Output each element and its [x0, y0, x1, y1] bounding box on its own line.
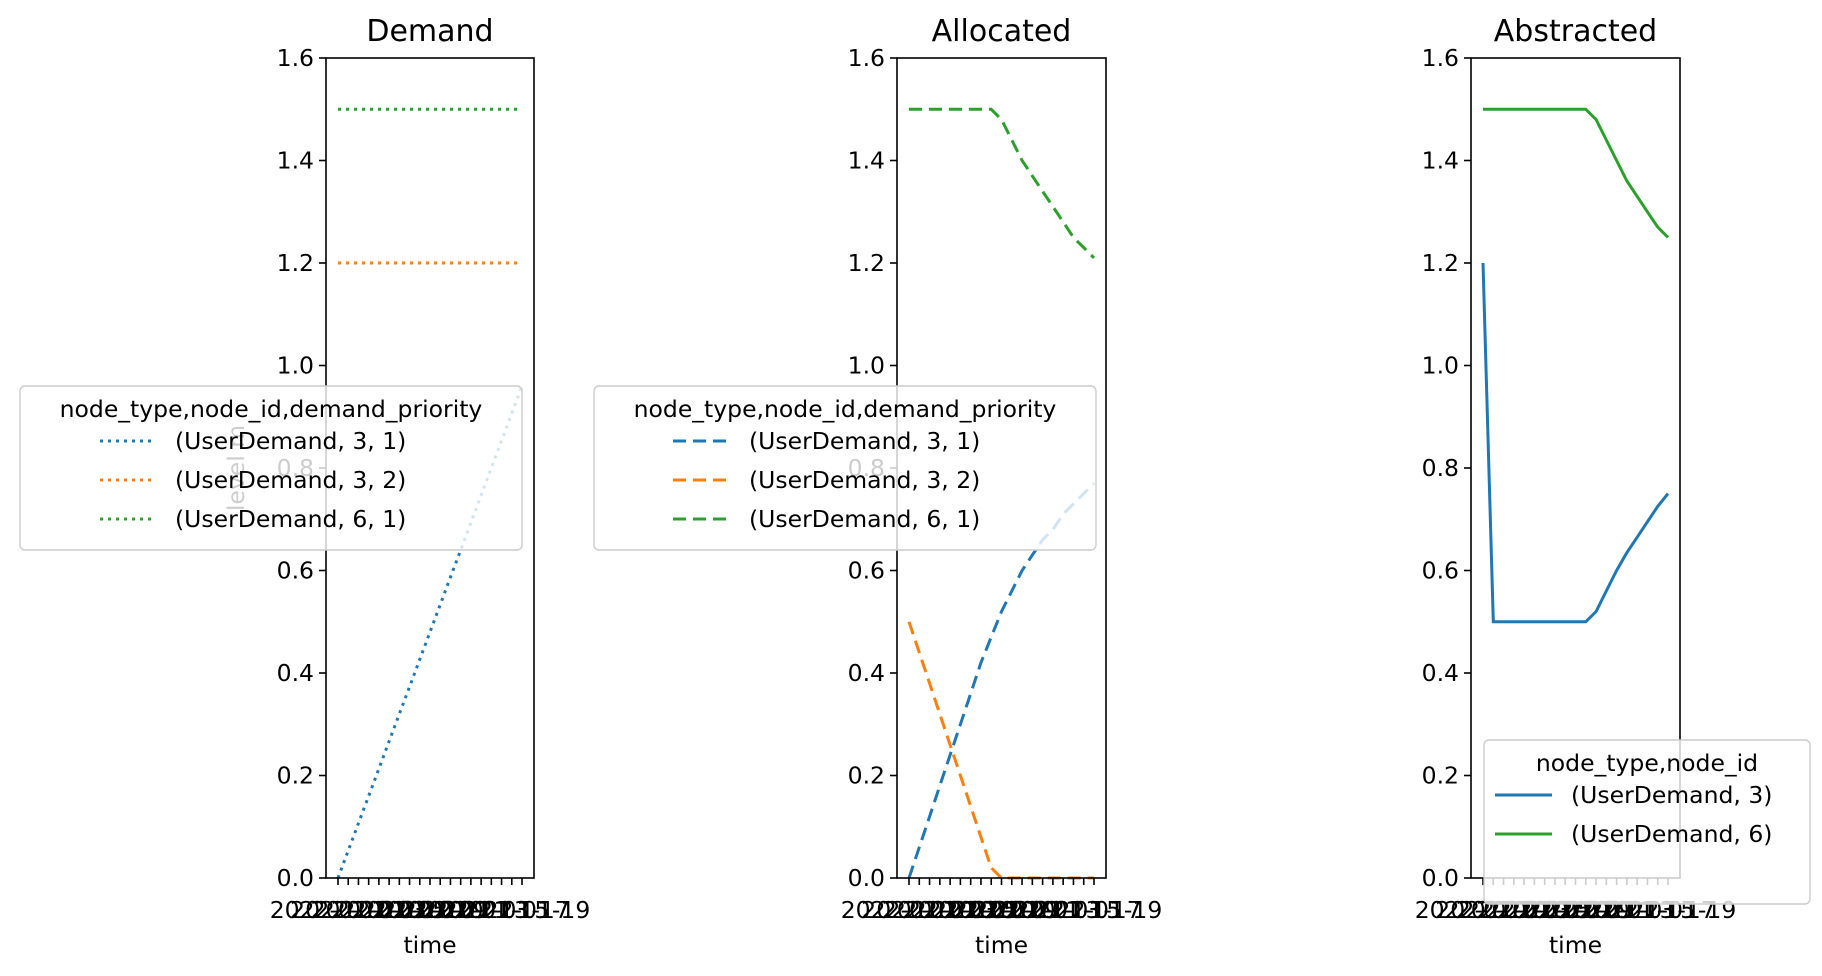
legend: node_type,node_id (UserDemand, 3) (UserDem…: [1483, 739, 1811, 905]
legend-title: node_type,node_id,demand_priority: [634, 395, 1057, 423]
x-tick-label: 2022-01-17: [1005, 896, 1142, 924]
x-tick-label: 2022-01-05: [311, 896, 448, 924]
y-tick-label: 1.0: [1422, 352, 1459, 380]
x-tick-label: 2022-01-11: [943, 896, 1080, 924]
y-tick-label: 0.4: [1422, 659, 1459, 687]
y-tick-label: 0.6: [1422, 557, 1459, 585]
legend-entry-0: (UserDemand, 3, 1): [749, 427, 980, 455]
x-axis-label: time: [403, 931, 456, 959]
x-tick-label: 2022-01-01: [841, 896, 978, 924]
chart-title: Allocated: [932, 14, 1072, 49]
series-line-1: [907, 621, 1094, 880]
panel-abstracted: Abstracted0.00.20.40.60.81.01.21.41.6202…: [1415, 14, 1811, 959]
legend-entry-2: (UserDemand, 6, 1): [175, 505, 406, 533]
legend-entry-2: (UserDemand, 6, 1): [749, 505, 980, 533]
x-tick-label: 2022-01-11: [372, 896, 509, 924]
panel-demand: Demand0.00.20.40.60.81.01.21.41.62022-01…: [19, 14, 591, 959]
series-line-2: [909, 107, 1096, 259]
x-tick-label: 2022-01-15: [985, 896, 1122, 924]
chart-title: Demand: [366, 14, 493, 49]
y-tick-label: 1.6: [1422, 44, 1459, 72]
y-tick-label: 1.2: [1422, 249, 1459, 277]
series-line-1: [1483, 107, 1670, 239]
x-tick-label: 2022-01-03: [861, 896, 998, 924]
series-line-0: [907, 482, 1096, 879]
y-tick-label: 0.2: [277, 762, 314, 790]
chart-title: Abstracted: [1494, 14, 1657, 49]
y-tick-label: 1.2: [848, 249, 885, 277]
x-tick-label: 2022-01-19: [454, 896, 591, 924]
legend-title: node_type,node_id: [1536, 749, 1758, 777]
y-tick-label: 0.2: [848, 762, 885, 790]
x-tick-label: 2022-01-19: [1026, 896, 1163, 924]
x-tick-label: 2022-01-07: [331, 896, 468, 924]
legend-entry-1: (UserDemand, 3, 2): [175, 466, 406, 494]
y-tick-label: 0.6: [848, 557, 885, 585]
series-line-0: [1481, 262, 1670, 624]
x-tick-label: 2022-01-15: [413, 896, 550, 924]
legend-box: [1483, 739, 1811, 905]
legend-title: node_type,node_id,demand_priority: [60, 395, 483, 423]
legend-entry-0: (UserDemand, 3): [1571, 781, 1772, 809]
y-tick-label: 1.6: [848, 44, 885, 72]
x-tick-label: 2022-01-09: [923, 896, 1060, 924]
y-tick-label: 0.0: [848, 864, 885, 892]
y-tick-label: 1.4: [848, 147, 885, 175]
legend-box: [19, 385, 523, 551]
x-tick-label: 2022-01-05: [882, 896, 1019, 924]
y-tick-label: 0.8: [1422, 454, 1459, 482]
legend-entry-1: (UserDemand, 6): [1571, 820, 1772, 848]
y-tick-label: 1.0: [277, 352, 314, 380]
legend-entry-0: (UserDemand, 3, 1): [175, 427, 406, 455]
x-tick-label: 2022-01-13: [964, 896, 1101, 924]
y-tick-label: 0.6: [277, 557, 314, 585]
x-axis-label: time: [1549, 931, 1602, 959]
legend: node_type,node_id,demand_priority (UserDe…: [593, 385, 1097, 551]
y-tick-label: 1.2: [277, 249, 314, 277]
x-tick-label: 2022-01-07: [902, 896, 1039, 924]
x-tick-label: 2022-01-09: [351, 896, 488, 924]
x-tick-label: 2022-01-17: [433, 896, 570, 924]
y-tick-label: 1.0: [848, 352, 885, 380]
panel-allocated: Allocated0.00.20.40.60.81.01.21.41.62022…: [593, 14, 1163, 959]
legend: node_type,node_id,demand_priority (UserDe…: [19, 385, 523, 551]
y-tick-label: 0.4: [277, 659, 314, 687]
y-tick-label: 1.6: [277, 44, 314, 72]
legend-box: [593, 385, 1097, 551]
legend-entry-1: (UserDemand, 3, 2): [749, 466, 980, 494]
y-tick-label: 1.4: [277, 147, 314, 175]
y-tick-label: 0.0: [1422, 864, 1459, 892]
y-tick-label: 1.4: [1422, 147, 1459, 175]
y-tick-label: 0.2: [1422, 762, 1459, 790]
y-tick-label: 0.4: [848, 659, 885, 687]
x-tick-label: 2022-01-01: [270, 896, 407, 924]
x-tick-label: 2022-01-13: [392, 896, 529, 924]
y-tick-label: 0.0: [277, 864, 314, 892]
x-axis-label: time: [975, 931, 1028, 959]
x-tick-label: 2022-01-03: [290, 896, 427, 924]
